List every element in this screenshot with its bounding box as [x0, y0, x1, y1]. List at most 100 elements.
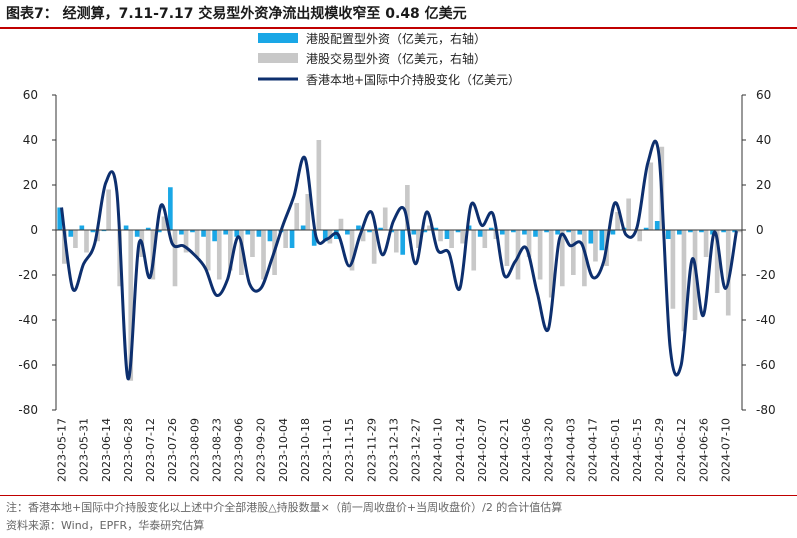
trading-flow-bar	[703, 230, 709, 257]
allocation-flow-bar	[212, 230, 217, 242]
trading-flow-bar	[582, 230, 587, 287]
trading-flow-bar	[537, 230, 543, 280]
x-tick-label: 2023-12-27	[410, 418, 423, 482]
trading-flow-bar	[615, 212, 620, 230]
allocation-flow-bar	[145, 227, 151, 230]
allocation-flow-bar	[168, 187, 173, 230]
allocation-flow-bar	[676, 230, 682, 235]
trading-flow-bar	[106, 189, 111, 230]
y2-tick-label: 20	[756, 178, 771, 192]
allocation-flow-bar	[234, 230, 240, 237]
x-tick-label: 2024-02-21	[498, 418, 511, 482]
trading-flow-bar	[360, 230, 366, 242]
allocation-flow-bar	[322, 230, 328, 242]
x-tick-label: 2024-04-03	[565, 418, 578, 482]
x-tick-label: 2024-07-10	[719, 418, 732, 482]
allocation-flow-bar	[455, 230, 461, 233]
trading-flow-bar	[471, 230, 477, 271]
y2-tick-label: -80	[756, 403, 776, 417]
allocation-flow-bar	[499, 230, 505, 235]
trading-flow-bar	[128, 230, 134, 381]
y-tick-label: -20	[18, 268, 38, 282]
trading-flow-bar	[183, 230, 189, 253]
allocation-flow-bar	[643, 227, 649, 230]
trading-flow-bar	[482, 230, 488, 248]
trading-flow-bar	[172, 230, 178, 287]
allocation-flow-bar	[300, 225, 306, 230]
allocation-flow-bar	[433, 227, 439, 230]
trading-flow-bar	[593, 230, 598, 262]
trading-flow-bar	[504, 230, 510, 266]
trading-flow-bar	[228, 230, 233, 271]
x-tick-label: 2023-10-04	[277, 418, 290, 482]
allocation-flow-bar	[522, 230, 527, 235]
x-tick-label: 2024-05-29	[653, 418, 666, 482]
trading-flow-bar	[736, 230, 742, 233]
trading-flow-bar	[670, 230, 676, 309]
trading-flow-bar	[216, 230, 222, 280]
trading-flow-bar	[250, 230, 255, 257]
allocation-flow-bar	[57, 207, 63, 230]
allocation-flow-bar	[533, 230, 538, 237]
trading-flow-bar	[637, 230, 643, 242]
allocation-flow-bar	[267, 230, 273, 242]
x-tick-label: 2023-09-06	[233, 418, 246, 482]
allocation-flow-bar	[201, 230, 206, 237]
allocation-flow-bar	[577, 230, 583, 235]
trading-flow-bar	[559, 230, 565, 287]
trading-flow-bar	[239, 230, 244, 275]
trading-flow-bar	[449, 230, 454, 248]
allocation-flow-bar	[345, 230, 350, 235]
legend: 港股配置型外资（亿美元，右轴） 港股交易型外资（亿美元，右轴） 香港本地+国际中介持…	[258, 31, 520, 87]
allocation-flow-bar	[721, 230, 726, 233]
allocation-flow-bar	[367, 230, 372, 233]
intermediary-holdings-line	[60, 139, 738, 381]
axes: 60 40 20 0 -20 -40 -60 -80 60 40 20 0 -20 -40 -60 -80 20…	[18, 88, 775, 482]
y-tick-label: 0	[30, 223, 38, 237]
allocation-flow-bar	[511, 230, 516, 233]
x-tick-label: 2024-04-17	[587, 418, 600, 482]
allocation-flow-bar	[289, 230, 295, 248]
x-tick-label: 2023-08-23	[210, 418, 223, 482]
allocation-flow-bar	[123, 225, 129, 230]
trading-flow-bar	[438, 230, 443, 242]
trading-flow-bar	[393, 230, 399, 253]
allocation-flow-bar	[710, 230, 715, 235]
trading-flow-bar	[460, 230, 466, 244]
trading-flow-bar	[648, 162, 654, 230]
y-tick-label: -60	[18, 358, 38, 372]
allocation-flow-bar	[356, 225, 361, 230]
x-tick-label: 2023-11-29	[365, 418, 378, 482]
trading-flow-bars	[62, 140, 742, 381]
x-tick-label: 2024-03-06	[520, 418, 533, 482]
y2-tick-label: 40	[756, 133, 771, 147]
trading-flow-bar	[62, 230, 67, 264]
x-tick-label: 2023-06-14	[100, 418, 113, 482]
x-tick-label: 2024-06-12	[675, 418, 688, 482]
trading-flow-bar	[626, 198, 631, 230]
allocation-flow-bar	[400, 230, 406, 255]
trading-flow-bar	[294, 203, 300, 230]
y2-tick-label: -20	[756, 268, 776, 282]
legend-swatch	[258, 53, 298, 63]
x-tick-label: 2024-05-01	[609, 418, 622, 482]
trading-flow-bar	[205, 230, 211, 271]
x-tick-label: 2024-02-07	[476, 418, 489, 482]
allocation-flow-bar	[179, 230, 184, 235]
title-divider	[0, 27, 797, 29]
y-tick-label: 40	[23, 133, 38, 147]
allocation-flow-bar	[566, 230, 571, 233]
allocation-flow-bar	[190, 230, 195, 233]
allocation-flow-bar	[411, 230, 417, 235]
allocation-flow-bar	[156, 230, 162, 233]
y2-tick-label: 0	[756, 223, 764, 237]
trading-flow-bar	[681, 230, 687, 332]
chart-source: 资料来源：Wind，EPFR，华泰研究估算	[6, 519, 205, 532]
x-tick-label: 2024-06-26	[697, 418, 710, 482]
allocation-flow-bar	[378, 227, 383, 230]
intermediary-holdings-line-path	[60, 139, 738, 381]
allocation-flow-bar	[544, 230, 549, 233]
legend-label: 港股交易型外资（亿美元，右轴）	[306, 51, 486, 66]
legend-swatch	[258, 33, 298, 43]
allocation-flow-bar	[90, 230, 96, 233]
